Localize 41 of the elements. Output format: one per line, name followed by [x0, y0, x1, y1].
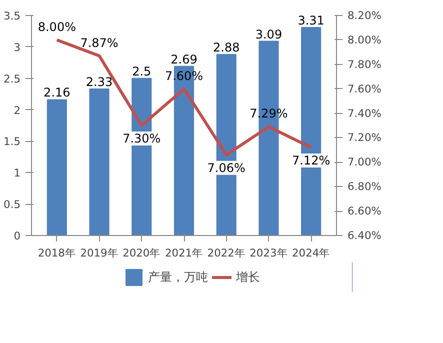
data-label: 7.87%	[80, 36, 118, 50]
legend-label: 产量，万吨	[148, 268, 208, 286]
y-tick-label: 0	[14, 230, 21, 242]
data-label: 7.06%	[207, 160, 246, 175]
data-label: 2.88	[213, 40, 240, 54]
y-tick-label: 3.5	[4, 10, 21, 22]
bar	[46, 99, 67, 236]
y2-tick-label: 7.20%	[348, 131, 382, 144]
data-label: 8.00%	[38, 20, 76, 34]
y-tick-label: 1	[14, 166, 20, 180]
y-tick-label: 1.5	[4, 135, 21, 148]
y2-tick-label: 8.00%	[348, 33, 382, 46]
data-label: 3.09	[255, 27, 282, 42]
y2-tick-label: 6.40%	[348, 229, 382, 242]
y-tick-label: 3	[14, 40, 20, 54]
x-tick-label: 2023年	[250, 246, 288, 260]
data-label: 2.5	[132, 64, 152, 78]
y2-tick-label: 6.80%	[348, 180, 382, 194]
x-tick-label: 2020年	[122, 246, 161, 260]
data-label: 2.33	[86, 75, 113, 90]
x-tick-label: 2019年	[80, 246, 118, 260]
x-tick-label: 2018年	[38, 246, 76, 260]
x-tick-label: 2021年	[164, 246, 204, 260]
data-label: 2.16	[44, 86, 70, 100]
data-label: 3.31	[298, 13, 324, 28]
legend-label: 增长	[236, 268, 260, 286]
bar	[89, 88, 110, 236]
y2-tick-label: 7.60%	[348, 82, 382, 96]
data-label: 7.12%	[292, 154, 330, 168]
y2-tick-label: 6.60%	[348, 204, 382, 218]
x-tick-label: 2024年	[292, 246, 330, 260]
y-tick-label: 2	[14, 104, 20, 117]
y-tick-label: 2.5	[4, 72, 21, 86]
data-label: 7.30%	[122, 132, 161, 146]
y2-tick-label: 7.40%	[348, 106, 382, 120]
data-label: 2.69	[170, 52, 198, 66]
y2-tick-label: 7.80%	[348, 58, 382, 71]
x-tick-label: 2022年	[207, 246, 246, 260]
y2-tick-label: 8.20%	[348, 9, 382, 22]
y-tick-label: 0.5	[4, 198, 21, 212]
y2-tick-label: 7.00%	[348, 156, 382, 169]
